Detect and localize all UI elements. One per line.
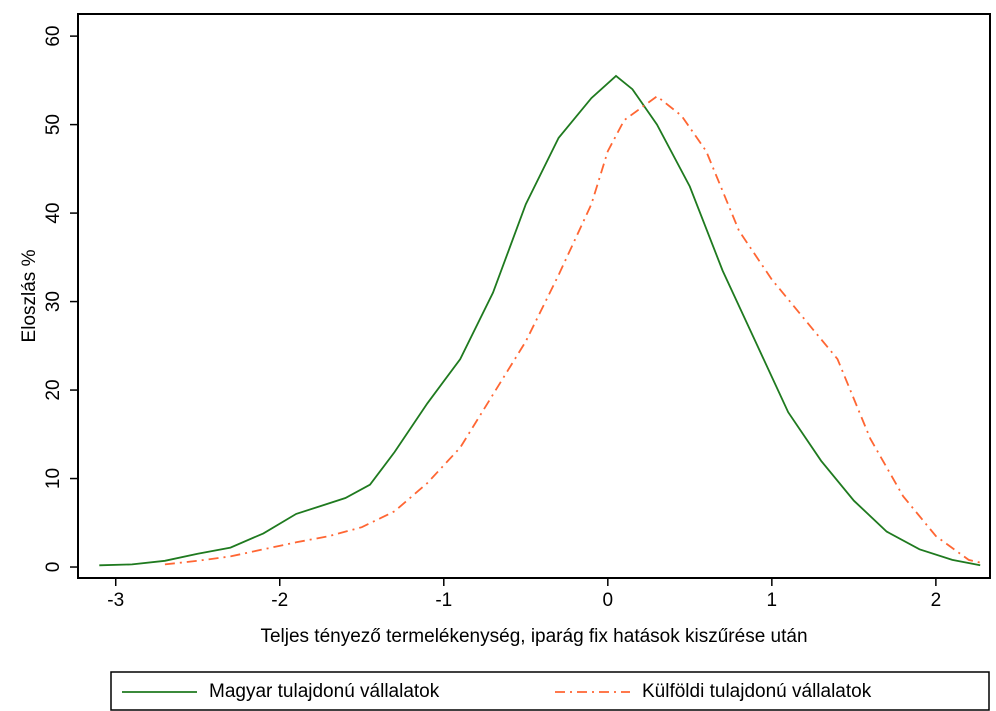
data-line [164, 95, 981, 566]
x-tick-label: -1 [435, 590, 452, 611]
y-tick-label: 50 [43, 114, 64, 135]
y-tick-label: 10 [43, 468, 64, 489]
y-tick-label: 40 [43, 203, 64, 224]
y-tick-label: 30 [43, 291, 64, 312]
y-tick-label: 20 [43, 379, 64, 400]
y-tick-label: 60 [43, 26, 64, 47]
legend-box [110, 671, 990, 711]
x-axis-label: Teljes tényező termelékenység, iparág fi… [260, 626, 807, 647]
x-tick-label: -2 [271, 590, 288, 611]
x-tick-label: -3 [107, 590, 124, 611]
x-tick-label: 0 [603, 590, 614, 611]
y-tick-label: 0 [43, 562, 64, 573]
legend-label: Magyar tulajdonú vállalatok [209, 681, 440, 702]
x-tick-label: 1 [767, 590, 778, 611]
x-tick-label: 2 [931, 590, 942, 611]
plot-frame [77, 13, 991, 579]
y-axis-label: Eloszlás % [19, 249, 40, 342]
legend-label: Külföldi tulajdonú vállalatok [642, 681, 872, 702]
data-line [99, 74, 981, 567]
